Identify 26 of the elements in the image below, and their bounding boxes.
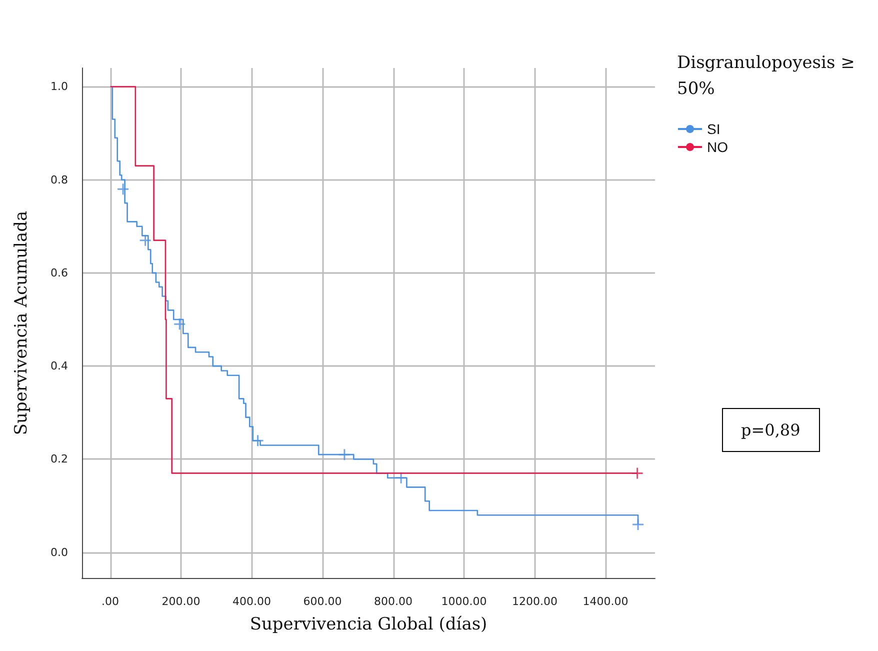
y-tick-label: 0.6 [50, 266, 68, 280]
point [252, 434, 264, 447]
point [338, 448, 351, 461]
legend-label: SI [707, 121, 720, 137]
text: p=0,89 [741, 420, 800, 440]
x-tick-label: 1200.00 [512, 595, 558, 608]
x-tick-label: 200.00 [162, 595, 200, 608]
y-tick-label: 1.0 [50, 80, 68, 94]
y-tick-label: 0.8 [50, 173, 68, 186]
point [632, 518, 644, 531]
x-tick-label: 800.00 [374, 595, 413, 608]
x-tick-label: 600.00 [303, 595, 342, 608]
point [116, 182, 130, 196]
x-tick-label: .00 [102, 595, 120, 608]
y-tick-label: 0.2 [50, 452, 68, 466]
legend-label: NO [707, 139, 728, 155]
y-axis-title: Supervivencia Acumulada [12, 210, 32, 436]
legend-title: Disgranulopoyesis ≥50% [677, 53, 855, 99]
y-tick-label: 0.0 [50, 546, 68, 559]
y-tick-label: 0.4 [50, 360, 68, 373]
x-axis-title: Supervivencia Global (días) [250, 614, 488, 634]
x-tick-label: 1000.00 [441, 595, 487, 608]
x-tick-label: 400.00 [232, 595, 272, 608]
point [139, 234, 152, 247]
x-tick-label: 1400.00 [582, 595, 628, 608]
point [173, 318, 186, 330]
